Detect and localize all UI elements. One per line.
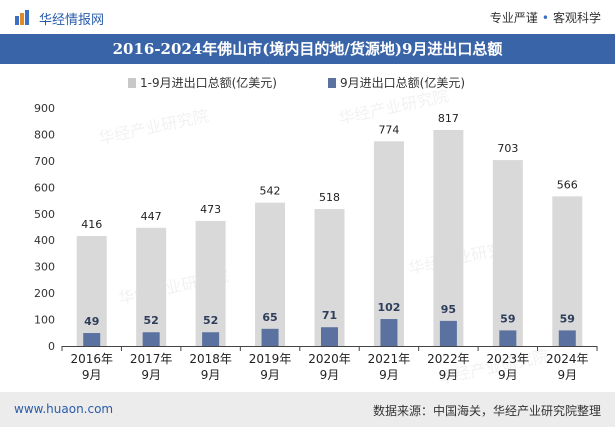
logo-icon	[15, 10, 29, 25]
watermark-text: 华经产业研究院	[337, 86, 451, 128]
x-tick-label: 2017年	[130, 352, 173, 366]
bar-september	[142, 332, 160, 346]
bar-total	[373, 141, 404, 346]
data-label-total: 447	[141, 210, 162, 223]
bar-september	[439, 320, 457, 346]
bar-total	[552, 196, 583, 346]
data-source: 数据来源：中国海关，华经产业研究院整理	[372, 404, 601, 418]
x-tick-label: 2021年	[368, 352, 411, 366]
dot-separator-icon: •	[541, 11, 549, 25]
data-label-september: 71	[322, 309, 337, 322]
data-label-total: 416	[81, 218, 102, 231]
chart-title: 2016-2024年佛山市(境内目的地/货源地)9月进出口总额	[112, 40, 503, 58]
bar-total	[492, 160, 523, 346]
bar-september	[558, 330, 576, 346]
bar-september	[380, 319, 398, 346]
legend: 1-9月进出口总额(亿美元) 9月进出口总额(亿美元)	[128, 75, 465, 90]
data-label-september: 59	[500, 312, 515, 325]
data-label-total: 542	[260, 185, 281, 198]
y-tick-label: 800	[34, 128, 55, 141]
legend-label-1: 1-9月进出口总额(亿美元)	[140, 75, 277, 90]
x-tick-label: 9月	[439, 368, 459, 382]
data-label-september: 102	[377, 301, 400, 314]
bar-september	[321, 327, 338, 346]
slogan-right: 客观科学	[552, 11, 601, 25]
y-tick-label: 500	[34, 208, 55, 221]
watermark-text: 华经产业研究院	[97, 106, 211, 148]
x-axis: 2016年 9月 2017年 9月 2018年 9月 2019年 9月 2020年 9月 2021年…	[61, 346, 598, 382]
y-tick-label: 0	[48, 340, 55, 353]
y-axis: 0 100 200 300 400 500 600 700 800 900	[34, 102, 55, 353]
x-tick-label: 2020年	[308, 352, 351, 366]
bars: 416 49 447 52 473 52 542 65 518 71 774 102 817 95 703 5…	[76, 112, 583, 346]
y-tick-label: 200	[34, 287, 55, 300]
slogan-left: 专业严谨	[489, 11, 538, 25]
bar-september	[261, 328, 279, 346]
x-tick-label: 9月	[557, 368, 577, 382]
x-tick-label: 9月	[201, 368, 221, 382]
y-tick-label: 100	[34, 314, 55, 327]
y-tick-label: 900	[34, 102, 55, 115]
bar-september	[499, 330, 517, 346]
data-label-september: 95	[441, 303, 456, 316]
legend-label-2: 9月进出口总额(亿美元)	[340, 75, 465, 90]
bar-september	[83, 333, 101, 346]
bar-total	[255, 202, 286, 346]
bar-total	[314, 209, 345, 346]
data-label-september: 49	[84, 315, 99, 328]
data-label-september: 52	[203, 314, 218, 327]
legend-swatch-2	[328, 78, 336, 88]
x-tick-label: 2016年	[70, 352, 113, 366]
x-tick-label: 2018年	[189, 352, 232, 366]
x-tick-label: 9月	[260, 368, 280, 382]
bar-total	[195, 220, 226, 346]
x-tick-label: 2024年	[546, 352, 589, 366]
data-label-september: 59	[560, 312, 575, 325]
data-label-september: 52	[144, 314, 159, 327]
x-tick-label: 9月	[320, 368, 340, 382]
bar-total	[76, 235, 107, 346]
data-label-total: 518	[319, 191, 340, 204]
data-label-total: 566	[557, 178, 578, 191]
x-tick-label: 9月	[141, 368, 161, 382]
y-tick-label: 300	[34, 261, 55, 274]
y-tick-label: 700	[34, 155, 55, 168]
top-bar: 华经情报网 专业严谨 • 客观科学	[0, 0, 615, 34]
x-tick-label: 2019年	[249, 352, 292, 366]
data-label-total: 774	[378, 123, 399, 136]
bar-total	[433, 129, 464, 346]
data-label-september: 65	[262, 311, 277, 324]
x-tick-label: 9月	[82, 368, 102, 382]
data-label-total: 703	[497, 142, 518, 155]
x-tick-label: 2023年	[487, 352, 530, 366]
bar-september	[202, 332, 220, 346]
data-label-total: 473	[200, 203, 221, 216]
brand-name[interactable]: 华经情报网	[39, 13, 105, 28]
site-link[interactable]: www.huaon.com	[14, 402, 114, 416]
bar-total	[136, 227, 167, 346]
x-tick-label: 9月	[498, 368, 518, 382]
data-label-total: 817	[438, 112, 459, 125]
y-tick-label: 600	[34, 181, 55, 194]
slogan: 专业严谨 • 客观科学	[490, 9, 601, 26]
title-bar: 2016-2024年佛山市(境内目的地/货源地)9月进出口总额	[0, 34, 615, 64]
x-tick-label: 2022年	[427, 352, 470, 366]
y-tick-label: 400	[34, 234, 55, 247]
legend-swatch-1	[128, 78, 136, 88]
x-tick-label: 9月	[379, 368, 399, 382]
footer: www.huaon.com 数据来源：中国海关，华经产业研究院整理	[0, 392, 615, 427]
